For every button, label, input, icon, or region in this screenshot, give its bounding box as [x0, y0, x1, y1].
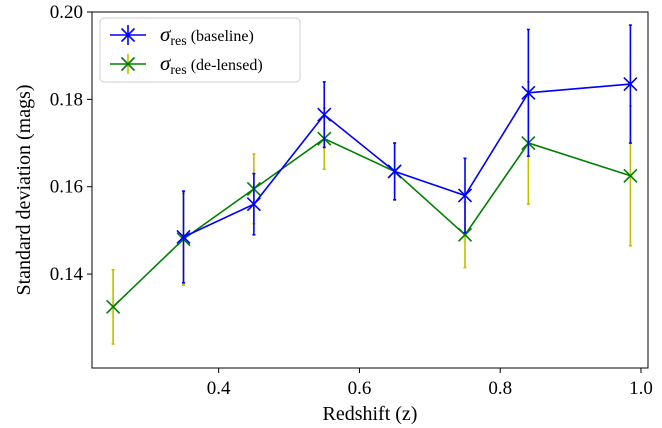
- x-tick-label: 0.4: [207, 378, 231, 399]
- marker-stroke: [106, 299, 121, 314]
- data-point-baseline: [246, 197, 261, 212]
- legend-frame: [99, 17, 301, 83]
- data-point-de-lensed: [623, 168, 638, 183]
- legend-marker: [120, 27, 136, 43]
- marker-stroke: [457, 227, 473, 242]
- marker-stroke: [521, 85, 536, 100]
- data-point-baseline: [457, 188, 473, 203]
- y-axis-label: Standard deviation (mags): [13, 84, 35, 295]
- legend-label-baseline: σres (baseline): [160, 22, 254, 49]
- marker-stroke: [623, 168, 638, 183]
- y-tick-label: 0.14: [50, 264, 84, 285]
- marker-stroke: [623, 77, 638, 92]
- y-tick-label: 0.16: [50, 177, 83, 198]
- marker-stroke: [317, 107, 332, 122]
- series-line-baseline: [183, 83, 631, 238]
- data-point-baseline: [387, 164, 402, 179]
- plot-frame: [91, 11, 649, 369]
- legend-swatch-baseline: [110, 25, 146, 45]
- x-tick-label: 0.8: [488, 378, 512, 399]
- marker-stroke: [176, 229, 191, 245]
- x-tick-label: 1.0: [629, 378, 653, 399]
- y-tick-label: 0.18: [50, 89, 83, 110]
- marker-stroke: [246, 197, 261, 212]
- data-point-baseline: [176, 229, 191, 245]
- marker-stroke: [387, 164, 402, 179]
- series-line-de-lensed: [112, 137, 631, 308]
- y-tick-label: 0.20: [50, 2, 83, 23]
- data-point-baseline: [521, 85, 536, 100]
- data-point-de-lensed: [457, 227, 473, 242]
- series-baseline: [176, 24, 638, 284]
- x-tick-label: 0.6: [348, 378, 372, 399]
- legend-label-de-lensed: σres (de-lensed): [160, 51, 263, 78]
- data-point-de-lensed: [106, 299, 121, 314]
- data-point-baseline: [623, 77, 638, 92]
- legend: σres (baseline)σres (de-lensed): [99, 17, 301, 83]
- legend-marker: [120, 56, 136, 72]
- series-de-lensed: [106, 81, 638, 345]
- data-point-baseline: [317, 107, 332, 122]
- legend-swatch-de-lensed: [110, 54, 146, 74]
- marker-stroke: [457, 188, 473, 203]
- x-axis-label: Redshift (z): [323, 403, 418, 425]
